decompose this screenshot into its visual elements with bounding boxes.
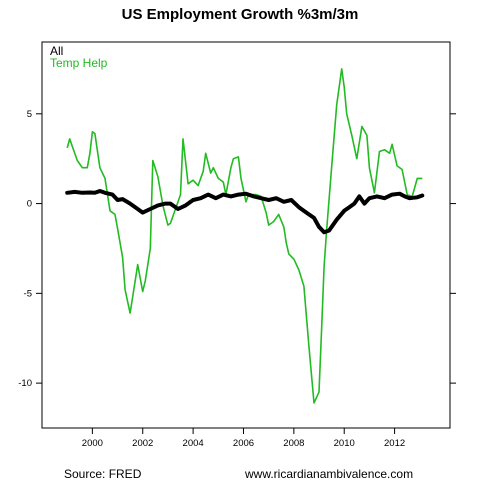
plot-area: [65, 68, 425, 404]
chart-title: US Employment Growth %3m/3m: [122, 6, 359, 23]
x-tick-label: 2002: [132, 438, 153, 449]
plot-frame: [41, 41, 451, 429]
x-axis: 2000 2002 2004 2006 2008 2010 2012: [82, 428, 405, 449]
series-line-temp-help: [66, 68, 423, 404]
x-tick-label: 2012: [384, 438, 405, 449]
legend-entry-all: All: [50, 44, 63, 58]
website-note: www.ricardianambivalence.com: [244, 467, 413, 480]
x-tick-label: 2004: [183, 438, 204, 449]
x-tick-label: 2000: [82, 438, 103, 449]
source-note: Source: FRED: [64, 467, 142, 480]
legend: All Temp Help: [50, 44, 108, 70]
y-tick-label: -5: [24, 288, 32, 299]
legend-entry-temp-help: Temp Help: [50, 56, 108, 70]
x-tick-label: 2006: [233, 438, 254, 449]
y-tick-label: -10: [18, 378, 32, 389]
x-tick-label: 2008: [283, 438, 304, 449]
y-tick-label: 0: [27, 199, 32, 210]
y-tick-label: 5: [27, 109, 32, 120]
y-axis: 5 0 -5 -10: [18, 109, 456, 389]
x-tick-label: 2010: [334, 438, 355, 449]
series-line-all: [65, 189, 425, 235]
